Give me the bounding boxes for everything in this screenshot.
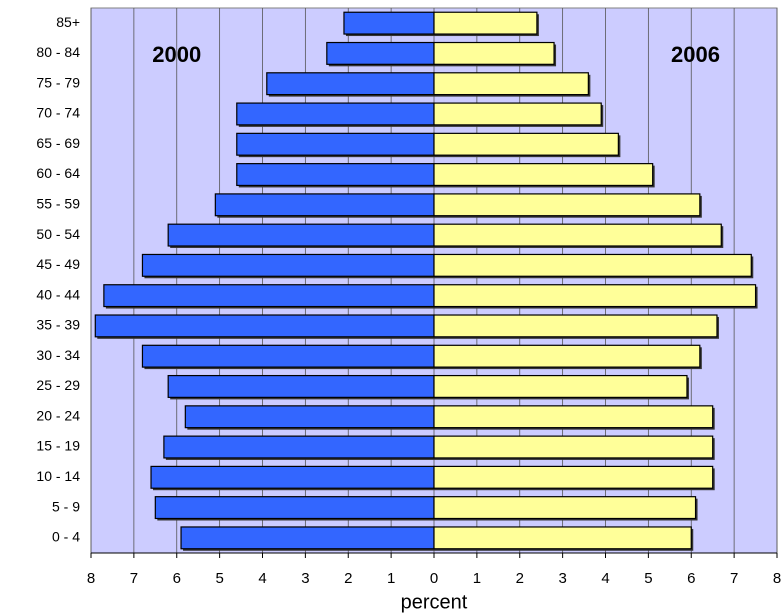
y-tick-label: 10 - 14: [36, 468, 80, 484]
x-tick-label: 1: [473, 570, 481, 587]
x-tick-label: 3: [558, 570, 566, 587]
bar: [150, 465, 435, 489]
y-tick-label: 75 - 79: [36, 74, 80, 90]
bar: [167, 374, 435, 398]
bar: [433, 253, 752, 277]
x-tick-label: 5: [215, 570, 223, 587]
y-tick-label: 40 - 44: [36, 286, 80, 302]
bar: [433, 284, 757, 308]
bar: [433, 374, 688, 398]
bar: [266, 72, 435, 96]
bar: [167, 223, 435, 247]
y-tick-label: 70 - 74: [36, 105, 80, 121]
y-tick-label: 20 - 24: [36, 407, 80, 423]
bar: [180, 526, 435, 550]
y-tick-label: 15 - 19: [36, 438, 80, 454]
y-tick-label: 25 - 29: [36, 377, 80, 393]
bar: [236, 163, 435, 187]
bar: [343, 11, 435, 35]
bar: [141, 344, 435, 368]
bar: [433, 496, 697, 520]
bar: [433, 435, 714, 459]
bar: [433, 41, 555, 65]
bar: [141, 253, 435, 277]
y-tick-label: 55 - 59: [36, 196, 80, 212]
y-tick-label: 30 - 34: [36, 347, 80, 363]
x-tick-label: 7: [130, 570, 138, 587]
y-tick-label: 60 - 64: [36, 165, 80, 181]
x-tick-label: 1: [387, 570, 395, 587]
x-tick-label: 5: [644, 570, 652, 587]
bar: [433, 11, 538, 35]
bar: [163, 435, 435, 459]
x-tick-label: 8: [773, 570, 781, 587]
bar: [154, 496, 435, 520]
legend-label: 2000: [152, 42, 201, 67]
bar: [433, 102, 602, 126]
x-tick-label: 2: [516, 570, 524, 587]
x-tick-label: 2: [344, 570, 352, 587]
x-tick-label: 3: [301, 570, 309, 587]
bar: [103, 284, 435, 308]
bar: [433, 405, 714, 429]
bar: [433, 223, 722, 247]
bar: [433, 344, 701, 368]
bar: [433, 72, 589, 96]
bar: [94, 314, 435, 338]
bar: [433, 132, 619, 156]
bar: [236, 132, 435, 156]
bar: [184, 405, 435, 429]
y-tick-label: 45 - 49: [36, 256, 80, 272]
x-tick-label: 7: [730, 570, 738, 587]
y-tick-label: 85+: [56, 14, 80, 30]
bar: [214, 193, 435, 217]
x-tick-label: 4: [258, 570, 266, 587]
y-tick-label: 50 - 54: [36, 226, 80, 242]
bar: [433, 314, 718, 338]
bar: [236, 102, 435, 126]
y-tick-label: 0 - 4: [52, 529, 80, 545]
y-tick-label: 35 - 39: [36, 317, 80, 333]
y-tick-label: 80 - 84: [36, 44, 80, 60]
y-tick-label: 5 - 9: [52, 498, 80, 514]
x-tick-label: 6: [173, 570, 181, 587]
bar: [326, 41, 435, 65]
x-tick-label: 8: [87, 570, 95, 587]
x-tick-label: 0: [430, 570, 438, 587]
y-tick-label: 65 - 69: [36, 135, 80, 151]
x-tick-label: 6: [687, 570, 695, 587]
bar: [433, 163, 654, 187]
bar: [433, 526, 692, 550]
legend-label: 2006: [671, 42, 720, 67]
x-tick-label: 4: [601, 570, 609, 587]
bar: [433, 193, 701, 217]
x-axis-label: percent: [401, 591, 468, 613]
bar: [433, 465, 714, 489]
